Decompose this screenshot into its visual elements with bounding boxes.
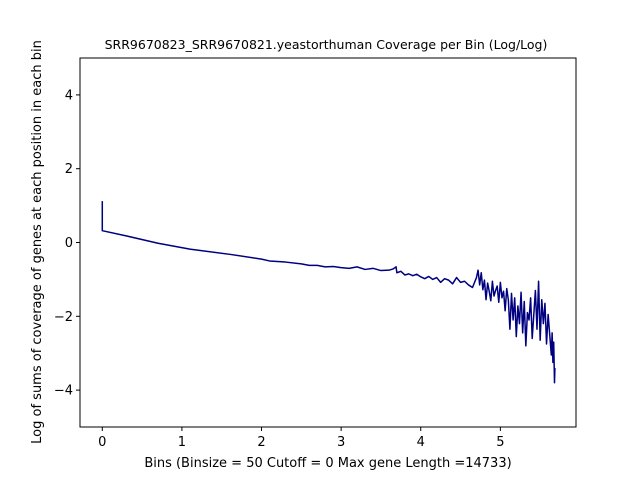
x-tick-label: 1 (178, 435, 186, 450)
y-tick-label: −4 (54, 384, 73, 399)
y-axis-title: Log of sums of coverage of genes at each… (30, 40, 45, 444)
y-tick-label: 2 (65, 162, 73, 177)
x-tick-label: 2 (257, 435, 265, 450)
plot-area: 0 1 2 3 4 5 −4 −2 0 2 4 (54, 57, 577, 450)
y-tick-label: −2 (54, 310, 73, 325)
y-tick-label: 0 (65, 236, 73, 251)
x-tick-label: 4 (417, 435, 425, 450)
chart-title: SRR9670823_SRR9670821.yeastorthuman Cove… (105, 37, 548, 52)
x-tick-label: 3 (337, 435, 345, 450)
y-tick-label: 4 (65, 88, 73, 103)
x-tick-label: 0 (98, 435, 106, 450)
x-tick-label: 5 (496, 435, 504, 450)
x-axis-title: Bins (Binsize = 50 Cutoff = 0 Max gene L… (144, 456, 511, 471)
series-line-0 (101, 201, 556, 384)
